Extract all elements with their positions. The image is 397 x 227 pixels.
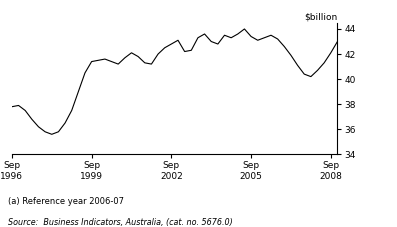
Text: $billion: $billion xyxy=(304,12,337,21)
Text: (a) Reference year 2006-07: (a) Reference year 2006-07 xyxy=(8,197,124,207)
Text: Source:  Business Indicators, Australia, (cat. no. 5676.0): Source: Business Indicators, Australia, … xyxy=(8,218,233,227)
